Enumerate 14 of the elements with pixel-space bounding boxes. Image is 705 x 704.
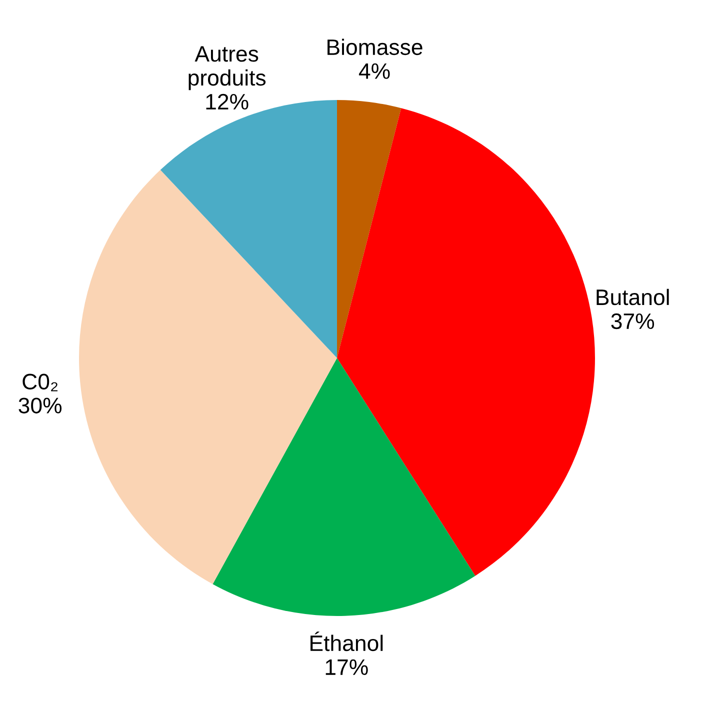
data-label: 30% [18,398,62,414]
pie-slice [79,170,337,584]
data-label: 37% [611,313,654,330]
pie-slice [337,100,402,358]
slice-label: C0₂ [22,374,58,392]
slice-label: Autres produits [188,46,266,90]
data-label: 12% [206,94,248,110]
slice-label: Butanol [596,288,669,306]
pie-slice [337,108,595,576]
data-label: 4% [358,63,390,79]
pie-slice [212,358,476,616]
slice-label: Éthanol [310,632,383,652]
data-label: 17% [326,659,368,675]
slice-label: Biomasse [328,38,422,56]
